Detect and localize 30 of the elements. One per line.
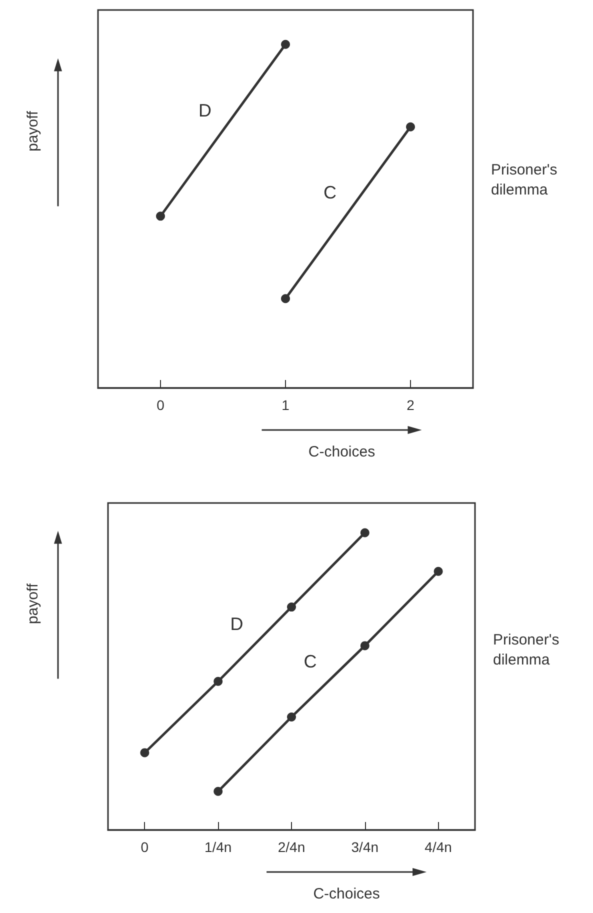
series-label: D <box>230 614 244 634</box>
x-tick-label: 2/4n <box>278 839 306 855</box>
point <box>434 566 443 576</box>
x-tick-label: 1 <box>282 397 290 413</box>
point <box>140 748 150 758</box>
point <box>281 40 290 49</box>
x-tick-label: 0 <box>156 397 165 413</box>
x-tick-label: 1/4n <box>204 839 232 855</box>
point <box>406 122 415 132</box>
point <box>360 641 370 650</box>
x-tick-label: 4/4n <box>424 839 452 855</box>
point <box>214 676 223 686</box>
point <box>156 212 165 221</box>
text: Prisoner's dilemma <box>491 162 558 199</box>
x-axis-title: C-choices <box>313 886 380 902</box>
x-tick-label: 0 <box>140 839 149 855</box>
y-axis-title: payoff <box>24 582 42 624</box>
y-axis-title: payoff <box>24 110 42 152</box>
series-label: C <box>304 651 317 672</box>
series-label: D <box>198 100 212 120</box>
point <box>287 712 296 722</box>
point <box>287 602 296 612</box>
point <box>360 528 370 538</box>
x-tick-label: 3/4n <box>351 839 379 855</box>
point <box>281 294 290 304</box>
text: Prisoner's dilemma <box>493 632 560 669</box>
point <box>214 786 223 796</box>
x-tick-label: 2 <box>406 397 415 413</box>
x-axis-title: C-choices <box>308 444 376 460</box>
series-label: C <box>324 182 336 203</box>
